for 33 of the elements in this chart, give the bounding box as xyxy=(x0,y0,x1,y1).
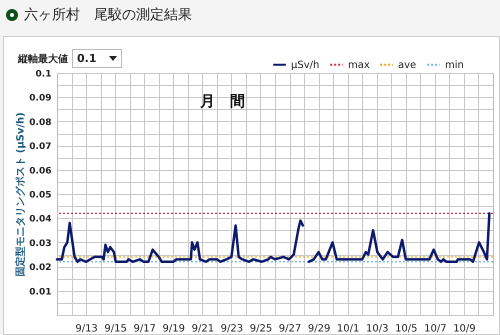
y-tick-label: 0.01 xyxy=(29,287,52,298)
x-tick-label: 9/21 xyxy=(192,324,214,334)
x-tick-label: 10/9 xyxy=(453,324,476,334)
y-tick-label: 0.03 xyxy=(29,238,52,249)
y-tick-label: 0.05 xyxy=(29,190,52,200)
dropdown: 0.1 xyxy=(72,49,122,68)
x-tick-label: 9/15 xyxy=(104,324,127,334)
x-tick-label: 9/13 xyxy=(75,324,98,334)
legend-label: μSv/h xyxy=(291,60,320,71)
legend-label: max xyxy=(348,60,370,71)
x-tick-label: 9/27 xyxy=(278,324,302,334)
x-tick-label: 9/17 xyxy=(133,324,156,334)
y-tick-label: 0.1 xyxy=(36,70,52,80)
legend-label: ave xyxy=(398,60,416,71)
text: 縦軸最大値 xyxy=(18,52,68,66)
y-tick-label: 0.07 xyxy=(29,142,52,152)
x-tick-label: 10/1 xyxy=(336,324,360,334)
legend-label: min xyxy=(445,60,464,71)
y-tick-label: 0.08 xyxy=(29,118,52,128)
x-tick-label: 9/19 xyxy=(162,324,185,334)
x-tick-label: 9/29 xyxy=(308,324,330,334)
y-axis-title: 固定型モニタリングポスト (μSv/h) xyxy=(14,112,26,277)
y-tick-label: 0.06 xyxy=(29,166,52,176)
x-tick-label: 10/5 xyxy=(395,324,418,334)
x-tick-label: 10/3 xyxy=(366,324,388,334)
y-tick-label: 0.09 xyxy=(29,94,52,104)
x-tick-label: 9/25 xyxy=(250,324,272,334)
y-tick-label: 0.02 xyxy=(29,263,52,274)
y-tick-label: 0.04 xyxy=(29,214,52,225)
text: 月 間 xyxy=(200,92,245,111)
x-tick-label: 9/23 xyxy=(220,324,244,334)
chart-title: 六ヶ所村 尾駮の測定結果 xyxy=(24,6,192,24)
x-tick-label: 10/7 xyxy=(424,324,447,334)
